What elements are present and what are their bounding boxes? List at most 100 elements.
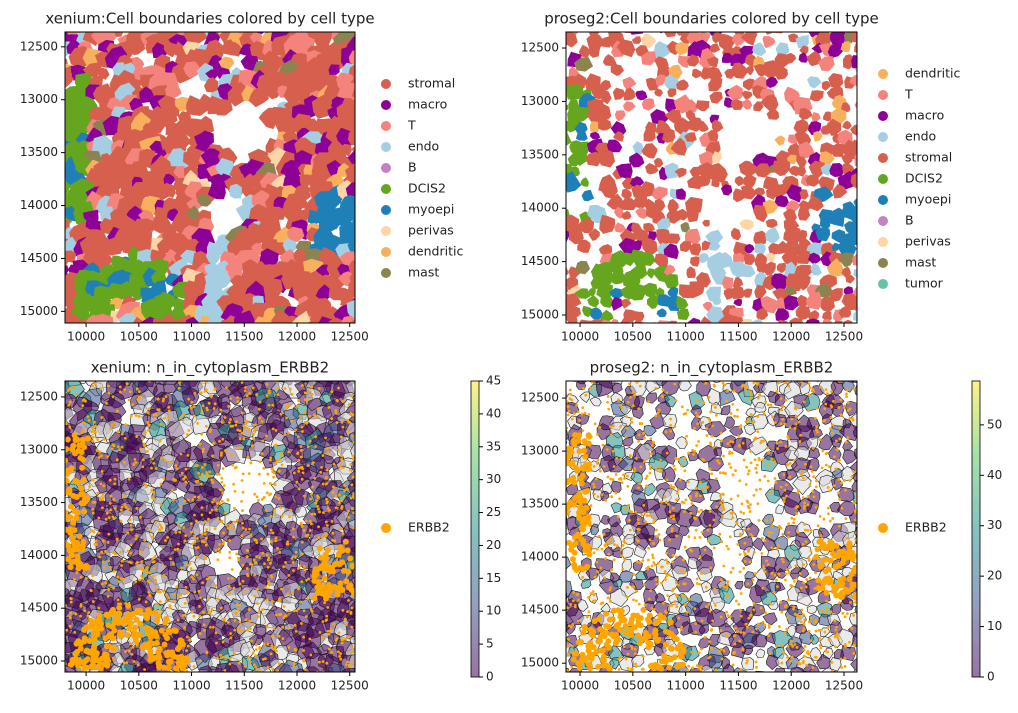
transcript bbox=[767, 531, 770, 534]
transcript bbox=[569, 389, 572, 392]
transcript bbox=[218, 502, 221, 505]
transcript bbox=[834, 636, 837, 639]
transcript bbox=[729, 535, 732, 538]
transcript bbox=[223, 669, 226, 672]
transcript bbox=[300, 580, 303, 583]
transcript bbox=[159, 600, 162, 603]
transcript bbox=[138, 598, 141, 601]
transcript bbox=[246, 567, 249, 570]
transcript bbox=[253, 538, 256, 541]
transcript bbox=[619, 425, 622, 428]
legend-marker bbox=[381, 523, 391, 533]
transcript bbox=[200, 410, 203, 413]
transcript bbox=[206, 578, 209, 581]
transcript bbox=[150, 467, 153, 470]
cell bbox=[807, 605, 817, 614]
transcript bbox=[713, 547, 716, 550]
transcript bbox=[596, 548, 599, 551]
transcript bbox=[241, 432, 244, 435]
transcript bbox=[610, 537, 613, 540]
transcript bbox=[92, 440, 95, 443]
transcript bbox=[225, 386, 228, 389]
transcript bbox=[233, 629, 236, 632]
transcript bbox=[815, 656, 818, 659]
transcript bbox=[263, 562, 266, 565]
transcript bbox=[782, 405, 785, 408]
transcript bbox=[719, 495, 722, 498]
transcript bbox=[198, 442, 201, 445]
transcript bbox=[233, 521, 236, 524]
transcript bbox=[665, 558, 668, 561]
transcript bbox=[339, 587, 345, 593]
legend-label: mast bbox=[905, 255, 936, 270]
transcript bbox=[702, 401, 705, 404]
transcript bbox=[215, 508, 218, 511]
transcript bbox=[151, 496, 154, 499]
cell bbox=[611, 63, 625, 76]
transcript bbox=[342, 609, 345, 612]
transcript bbox=[342, 466, 345, 469]
transcript bbox=[580, 538, 586, 544]
transcript bbox=[72, 386, 75, 389]
cell bbox=[576, 261, 591, 275]
transcript bbox=[67, 564, 73, 570]
transcript bbox=[139, 447, 142, 450]
transcript bbox=[166, 536, 169, 539]
x-tick-label: 11500 bbox=[225, 330, 263, 344]
cell bbox=[721, 406, 730, 416]
cell bbox=[676, 188, 686, 199]
transcript bbox=[725, 400, 728, 403]
transcript bbox=[74, 613, 77, 616]
transcript bbox=[77, 533, 83, 539]
transcript bbox=[164, 539, 167, 542]
transcript bbox=[340, 436, 343, 439]
transcript bbox=[110, 607, 116, 613]
transcript bbox=[840, 666, 843, 669]
transcript bbox=[729, 440, 732, 443]
transcript bbox=[673, 486, 676, 489]
transcript bbox=[808, 557, 811, 560]
transcript bbox=[281, 514, 284, 517]
transcript bbox=[786, 435, 789, 438]
transcript bbox=[819, 585, 825, 591]
transcript bbox=[296, 452, 299, 455]
transcript bbox=[692, 453, 695, 456]
y-tick-label: 13500 bbox=[20, 145, 58, 159]
transcript bbox=[187, 645, 190, 648]
transcript bbox=[102, 651, 108, 657]
transcript bbox=[796, 614, 799, 617]
transcript bbox=[228, 556, 231, 559]
transcript bbox=[829, 520, 832, 523]
transcript bbox=[670, 634, 676, 640]
transcript bbox=[776, 585, 779, 588]
transcript bbox=[587, 413, 590, 416]
transcript bbox=[234, 612, 237, 615]
transcript bbox=[185, 649, 188, 652]
transcript bbox=[301, 478, 304, 481]
transcript bbox=[307, 445, 310, 448]
transcript bbox=[206, 652, 209, 655]
transcript bbox=[325, 547, 331, 553]
transcript bbox=[218, 473, 221, 476]
transcript bbox=[297, 467, 300, 470]
transcript bbox=[205, 528, 208, 531]
transcript bbox=[229, 524, 232, 527]
transcript bbox=[138, 396, 141, 399]
transcript bbox=[625, 427, 628, 430]
transcript bbox=[307, 389, 310, 392]
transcript bbox=[853, 502, 856, 505]
transcript bbox=[66, 490, 72, 496]
transcript bbox=[612, 478, 615, 481]
transcript bbox=[153, 567, 156, 570]
transcript bbox=[639, 465, 642, 468]
transcript bbox=[765, 559, 768, 562]
transcript bbox=[239, 437, 242, 440]
transcript bbox=[231, 568, 234, 571]
transcript bbox=[663, 642, 669, 648]
transcript bbox=[604, 557, 607, 560]
cell bbox=[754, 622, 766, 632]
cell bbox=[855, 99, 866, 110]
transcript bbox=[114, 616, 120, 622]
transcript bbox=[97, 517, 100, 520]
transcript bbox=[740, 592, 743, 595]
